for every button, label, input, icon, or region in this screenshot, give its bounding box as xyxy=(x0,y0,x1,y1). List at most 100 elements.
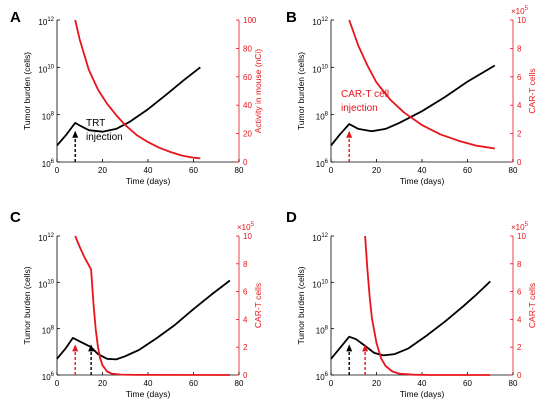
injection-annotation: injection xyxy=(86,132,123,143)
y-right-tick-label: 0 xyxy=(517,158,522,167)
injection-arrowhead xyxy=(72,130,79,138)
y-tick-exponent: 12 xyxy=(321,233,328,239)
y-tick-base: 10 xyxy=(316,113,325,122)
y-tick-exponent: 10 xyxy=(47,279,54,285)
y-right-tick-label: 2 xyxy=(243,343,248,352)
y-tick-exponent: 10 xyxy=(321,64,328,70)
y-tick-base: 10 xyxy=(38,65,47,74)
y-tick-base: 10 xyxy=(316,327,325,336)
y-tick-label: 1012 xyxy=(38,17,54,27)
secondary-line xyxy=(364,235,491,376)
y-right-multiplier: ×105 xyxy=(511,222,529,232)
y-tick-label: 108 xyxy=(42,326,55,336)
multiplier-exponent: 5 xyxy=(525,6,529,12)
x-tick-label: 0 xyxy=(55,166,60,175)
y-tick-base: 10 xyxy=(42,113,51,122)
injection-arrowhead xyxy=(346,344,353,352)
x-tick-label: 60 xyxy=(189,166,198,175)
y-right-tick-label: 10 xyxy=(517,16,526,25)
y-tick-base: 10 xyxy=(316,160,325,169)
x-axis-label: Time (days) xyxy=(400,389,445,399)
y-tick-label: 1012 xyxy=(38,233,54,243)
x-axis-label: Time (days) xyxy=(126,389,171,399)
multiplier-base: ×10 xyxy=(511,7,525,16)
y-tick-exponent: 10 xyxy=(47,64,54,70)
y-tick-label: 1012 xyxy=(312,17,328,27)
y-tick-base: 10 xyxy=(42,327,51,336)
y-right-tick-label: 10 xyxy=(517,232,526,241)
x-tick-label: 40 xyxy=(418,166,427,175)
y-tick-exponent: 6 xyxy=(325,159,329,165)
y-right-tick-label: 8 xyxy=(243,260,248,269)
y-right-tick-label: 6 xyxy=(243,288,248,297)
y-tick-exponent: 12 xyxy=(47,233,54,239)
y-tick-exponent: 8 xyxy=(325,326,329,332)
tumor-burden-line xyxy=(330,280,491,360)
x-tick-label: 20 xyxy=(372,166,381,175)
y-tick-label: 108 xyxy=(42,112,55,122)
x-tick-label: 40 xyxy=(418,379,427,388)
panel-label: A xyxy=(10,9,21,26)
y-tick-base: 10 xyxy=(38,18,47,27)
panel-label: C xyxy=(10,209,21,226)
y-tick-exponent: 12 xyxy=(321,17,328,23)
y-right-tick-label: 60 xyxy=(243,73,252,82)
y-right-multiplier: ×105 xyxy=(237,222,255,232)
panel-label: B xyxy=(286,9,297,26)
y-tick-exponent: 6 xyxy=(51,372,55,378)
y-tick-base: 10 xyxy=(38,234,47,243)
y-right-tick-label: 0 xyxy=(243,158,248,167)
x-tick-label: 20 xyxy=(98,166,107,175)
y-right-tick-label: 6 xyxy=(517,288,522,297)
x-tick-label: 80 xyxy=(509,166,518,175)
y-right-tick-label: 2 xyxy=(517,343,522,352)
y-tick-exponent: 6 xyxy=(325,372,329,378)
injection-arrowhead xyxy=(88,344,95,352)
y-tick-exponent: 8 xyxy=(325,112,329,118)
x-tick-label: 60 xyxy=(463,166,472,175)
y-right-multiplier: ×105 xyxy=(511,6,529,16)
y-tick-exponent: 12 xyxy=(47,17,54,23)
x-axis-label: Time (days) xyxy=(400,176,445,186)
y-tick-label: 108 xyxy=(316,112,329,122)
y-right-axis-label: CAR-T cells xyxy=(527,283,537,328)
y-axis-label: Tumor burden (cells) xyxy=(296,52,306,130)
x-tick-label: 80 xyxy=(509,379,518,388)
y-tick-label: 1010 xyxy=(38,279,54,289)
y-tick-base: 10 xyxy=(42,373,51,382)
x-tick-label: 0 xyxy=(329,379,334,388)
y-tick-exponent: 10 xyxy=(321,279,328,285)
x-tick-label: 0 xyxy=(329,166,334,175)
y-right-tick-label: 20 xyxy=(243,130,252,139)
y-right-tick-label: 10 xyxy=(243,232,252,241)
y-right-tick-label: 4 xyxy=(517,315,522,324)
x-tick-label: 80 xyxy=(235,166,244,175)
x-tick-label: 20 xyxy=(372,379,381,388)
y-tick-label: 108 xyxy=(316,326,329,336)
panel-label: D xyxy=(286,209,297,226)
y-right-tick-label: 8 xyxy=(517,44,522,53)
y-tick-base: 10 xyxy=(312,65,321,74)
y-right-axis-label: CAR-T cells xyxy=(253,283,263,328)
y-tick-label: 106 xyxy=(316,372,329,382)
y-tick-base: 10 xyxy=(312,280,321,289)
y-right-tick-label: 8 xyxy=(517,260,522,269)
y-tick-label: 1010 xyxy=(38,64,54,74)
y-right-tick-label: 4 xyxy=(243,315,248,324)
injection-annotation: injection xyxy=(341,103,378,114)
secondary-line xyxy=(348,19,495,150)
x-tick-label: 60 xyxy=(463,379,472,388)
injection-annotation: CAR-T cell xyxy=(341,89,389,100)
secondary-line xyxy=(74,235,230,376)
y-axis-label: Tumor burden (cells) xyxy=(22,266,32,344)
tumor-burden-line xyxy=(56,279,231,361)
multiplier-base: ×10 xyxy=(511,223,525,232)
injection-arrowhead xyxy=(72,344,79,352)
injection-arrowhead xyxy=(346,130,353,138)
y-right-axis-label: CAR-T cells xyxy=(527,68,537,113)
